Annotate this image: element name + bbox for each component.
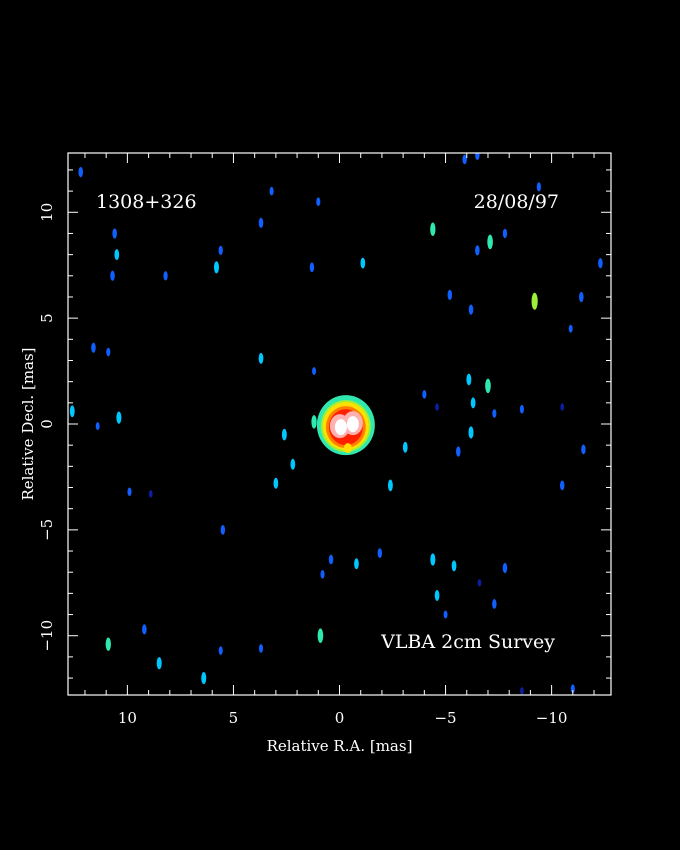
noise-spot [430, 553, 436, 566]
y-tick-label: −10 [38, 620, 56, 652]
core-peak [346, 416, 359, 433]
core-notch [343, 443, 352, 454]
noise-spot [218, 245, 223, 256]
noise-spot [520, 687, 524, 695]
noise-spot [273, 477, 279, 489]
noise-spot [560, 403, 565, 411]
noise-spot [502, 228, 508, 239]
noise-spot [492, 409, 497, 418]
noise-spot [258, 352, 264, 364]
noise-spot [430, 222, 436, 236]
noise-spot [269, 186, 274, 196]
noise-spot [163, 271, 168, 281]
observation-date-label: 28/08/97 [474, 191, 559, 213]
noise-spot [434, 589, 440, 601]
noise-spot [468, 304, 474, 315]
noise-spot [127, 487, 132, 497]
noise-spot [317, 628, 324, 644]
noise-spot [402, 441, 408, 453]
x-tick-label: −5 [434, 709, 456, 727]
noise-spot [354, 558, 359, 570]
noise-spot [487, 234, 493, 250]
noise-spot [105, 637, 111, 651]
noise-spot [451, 560, 457, 572]
axis-ticks: 10 5 0 −5 −10 −10 −5 0 5 10 [38, 153, 611, 727]
noise-spot [598, 257, 603, 269]
noise-spot [462, 154, 467, 165]
noise-spot [114, 249, 120, 261]
noise-spot [311, 415, 317, 429]
y-tick-label: 5 [38, 313, 56, 323]
noise-spot [519, 404, 524, 414]
noise-spot [477, 579, 482, 587]
noise-spot [281, 428, 287, 441]
y-tick-label: −5 [38, 519, 56, 541]
x-axis-label: Relative R.A. [mas] [267, 737, 413, 755]
noise-spot [531, 292, 538, 310]
noise-spot [112, 228, 117, 239]
survey-label: VLBA 2cm Survey [380, 631, 555, 653]
noise-spot [201, 671, 207, 685]
noise-spot [475, 153, 480, 161]
noise-spot [570, 684, 575, 693]
noise-spot [148, 490, 153, 498]
noise-spot [106, 347, 111, 357]
noise-spot [422, 390, 427, 399]
core-peak [334, 419, 347, 436]
noise-spot [568, 324, 573, 333]
noise-spot [116, 411, 122, 424]
noise-spot [377, 548, 383, 559]
noise-spot [456, 446, 461, 457]
noise-spot [320, 570, 325, 579]
noise-spot [443, 610, 448, 619]
noise-spot [581, 444, 586, 455]
noise-spot [447, 289, 453, 300]
noise-spot [258, 217, 264, 229]
noise-spot [470, 397, 476, 409]
noise-spot [220, 524, 226, 535]
noise-spot [579, 291, 584, 303]
noise-spot [316, 197, 321, 206]
noise-spot [360, 257, 366, 269]
noise-spot [536, 182, 542, 192]
y-axis-label: Relative Decl. [mas] [19, 347, 37, 500]
noise-spot [290, 458, 296, 470]
intensity-map [69, 153, 603, 695]
noise-spot [485, 378, 491, 394]
y-tick-label: 0 [38, 419, 56, 429]
noise-spot [312, 367, 317, 376]
noise-spot [78, 166, 83, 178]
noise-spot [309, 262, 315, 273]
noise-spot [387, 479, 393, 492]
x-tick-label: 5 [229, 709, 239, 727]
noise-spot [69, 405, 75, 418]
noise-spot [213, 261, 219, 274]
noise-spot [466, 373, 472, 386]
noise-spot [560, 480, 565, 491]
x-tick-label: −10 [536, 709, 568, 727]
x-tick-label: 0 [335, 709, 345, 727]
noise-spot [218, 646, 223, 655]
noise-spot [502, 562, 508, 574]
y-tick-label: 10 [38, 203, 56, 222]
noise-spot [110, 270, 115, 281]
noise-spot [435, 403, 439, 411]
source-name-label: 1308+326 [96, 191, 197, 213]
plot-frame [67, 152, 612, 696]
noise-spot [492, 599, 497, 609]
noise-spot [328, 554, 334, 565]
noise-spot [258, 644, 264, 653]
noise-spot [156, 657, 162, 670]
noise-spot [468, 426, 474, 439]
noise-spot [95, 422, 100, 431]
noise-spot [142, 624, 147, 635]
x-tick-label: 10 [118, 709, 137, 727]
noise-spot [475, 245, 480, 256]
noise-spot [91, 342, 96, 353]
